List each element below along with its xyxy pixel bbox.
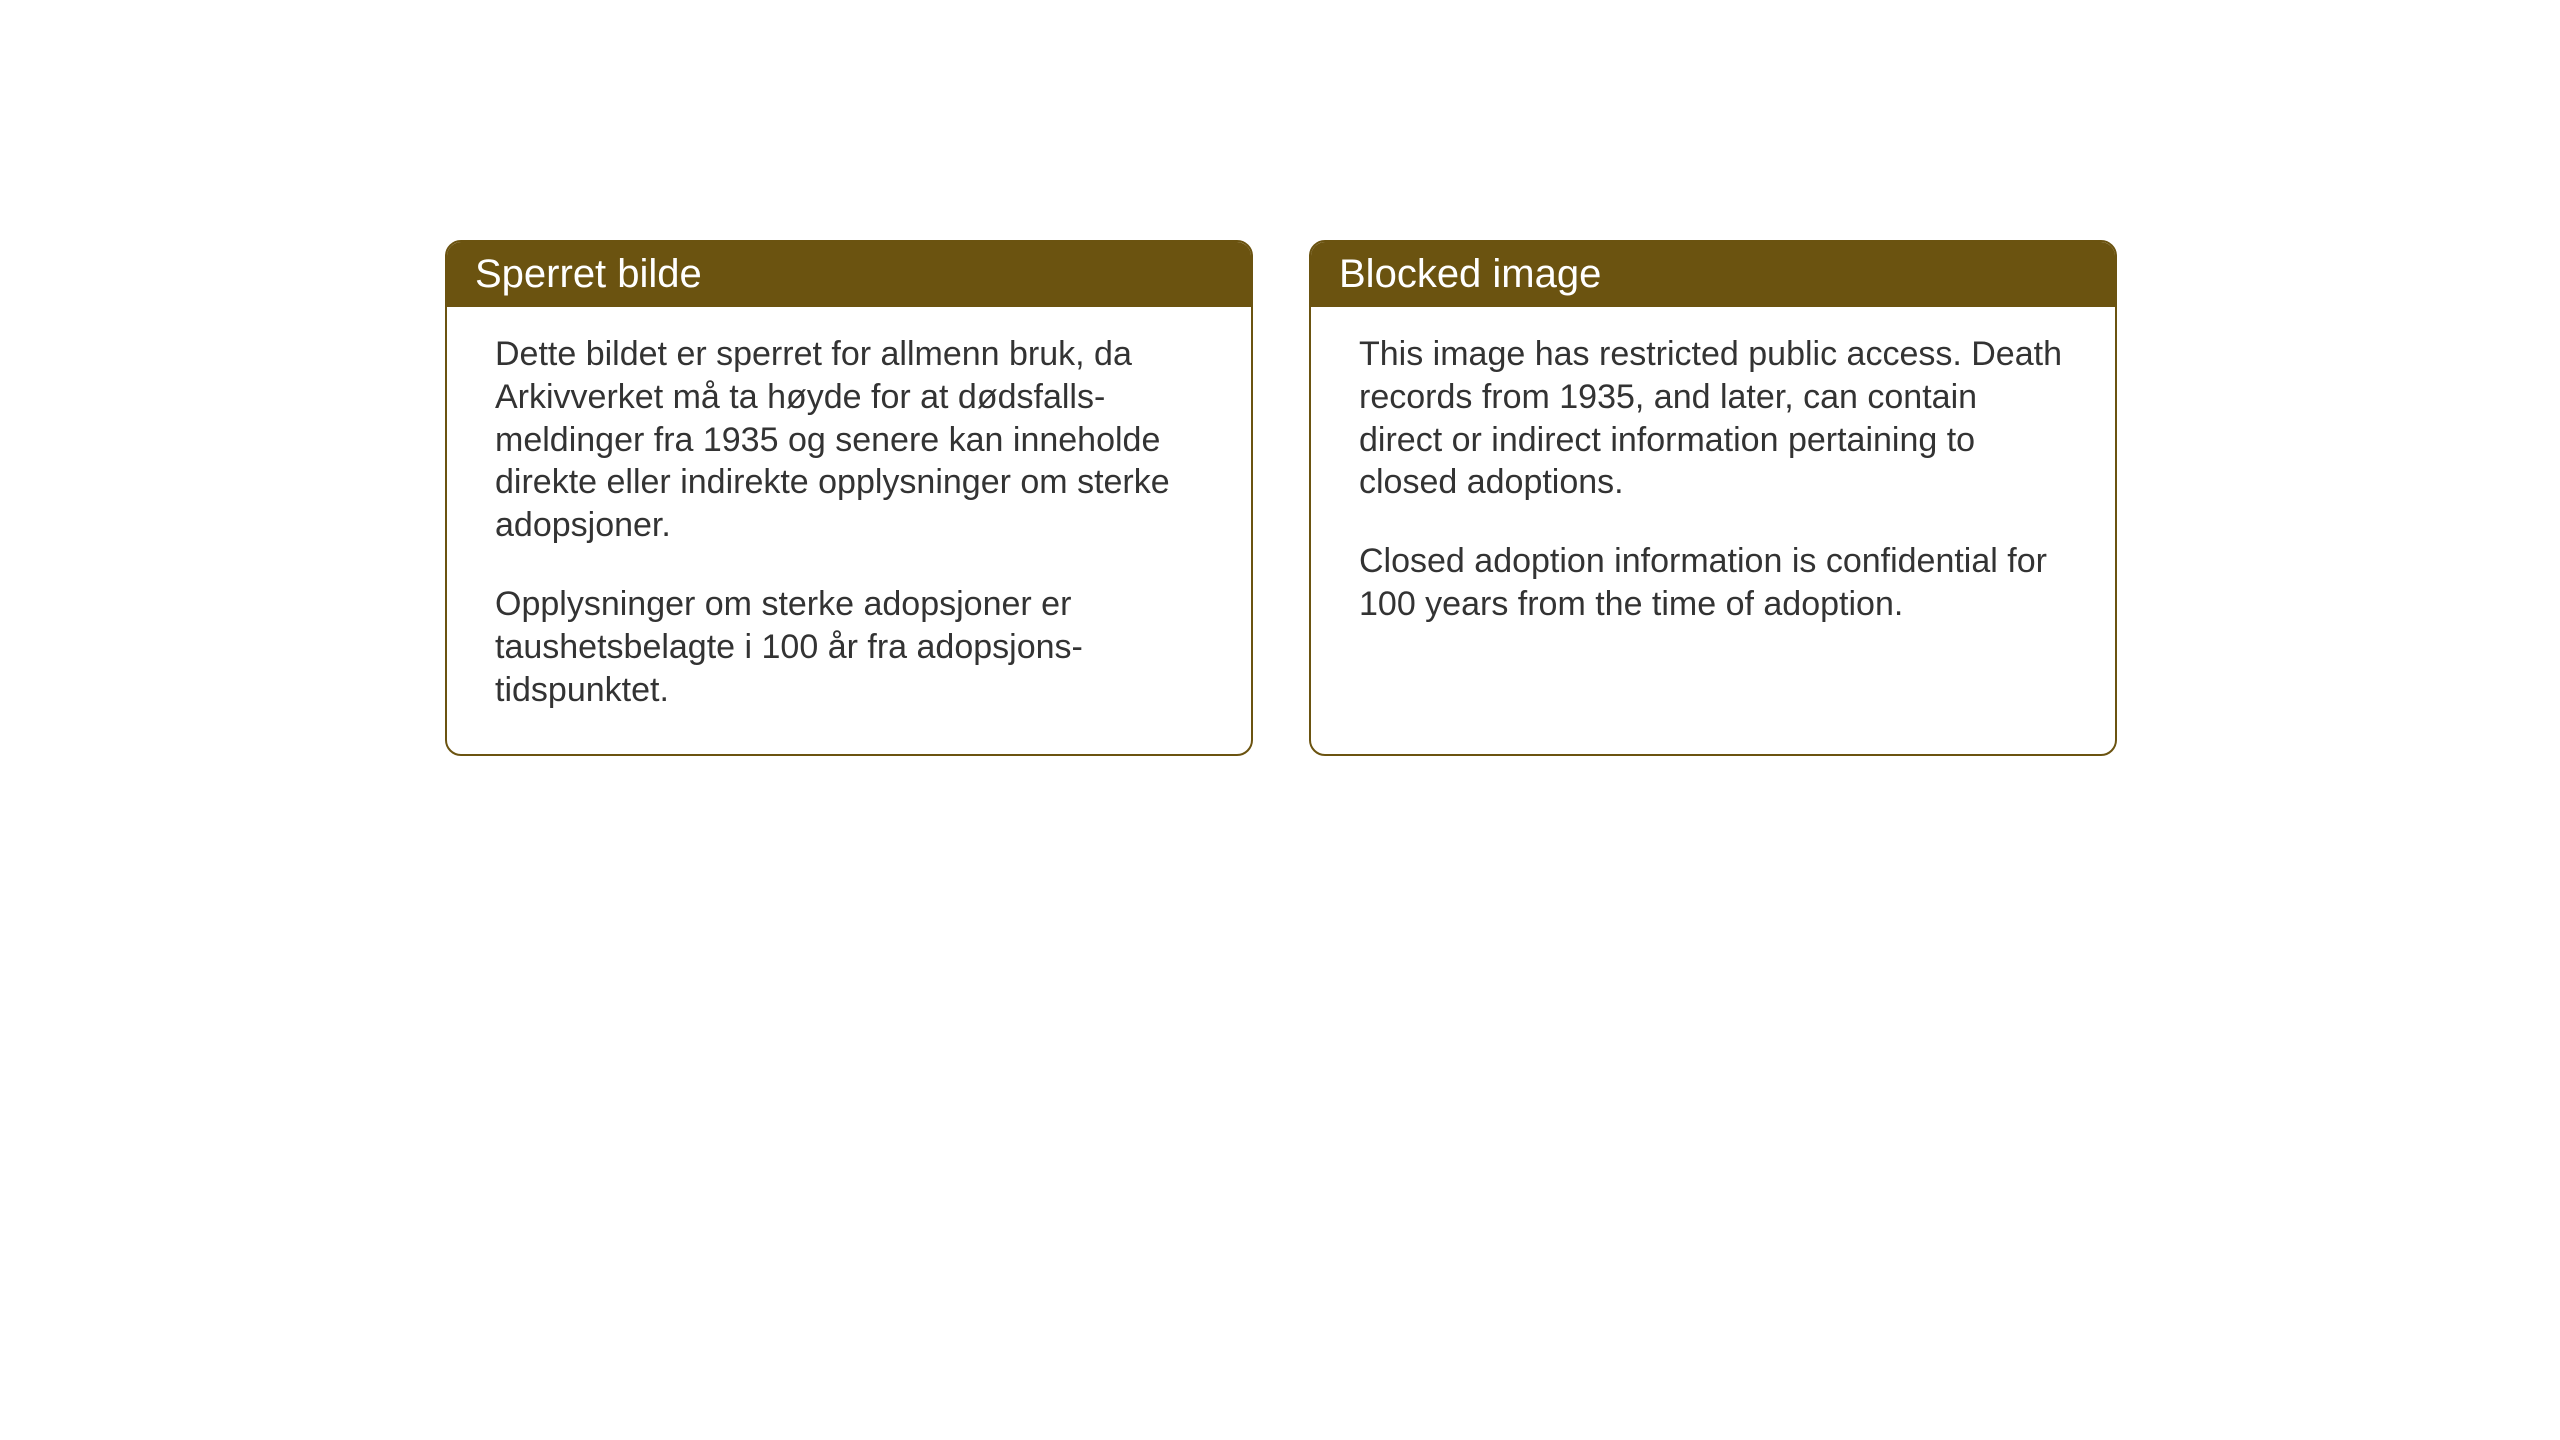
norwegian-card-title: Sperret bilde	[447, 242, 1251, 307]
norwegian-card-body: Dette bildet er sperret for allmenn bruk…	[447, 307, 1251, 754]
english-card-body: This image has restricted public access.…	[1311, 307, 2115, 668]
english-card: Blocked image This image has restricted …	[1309, 240, 2117, 756]
english-paragraph-2: Closed adoption information is confident…	[1359, 540, 2067, 626]
norwegian-paragraph-2: Opplysninger om sterke adopsjoner er tau…	[495, 583, 1203, 711]
norwegian-paragraph-1: Dette bildet er sperret for allmenn bruk…	[495, 333, 1203, 547]
english-card-title: Blocked image	[1311, 242, 2115, 307]
english-paragraph-1: This image has restricted public access.…	[1359, 333, 2067, 504]
card-container: Sperret bilde Dette bildet er sperret fo…	[445, 240, 2117, 756]
norwegian-card: Sperret bilde Dette bildet er sperret fo…	[445, 240, 1253, 756]
